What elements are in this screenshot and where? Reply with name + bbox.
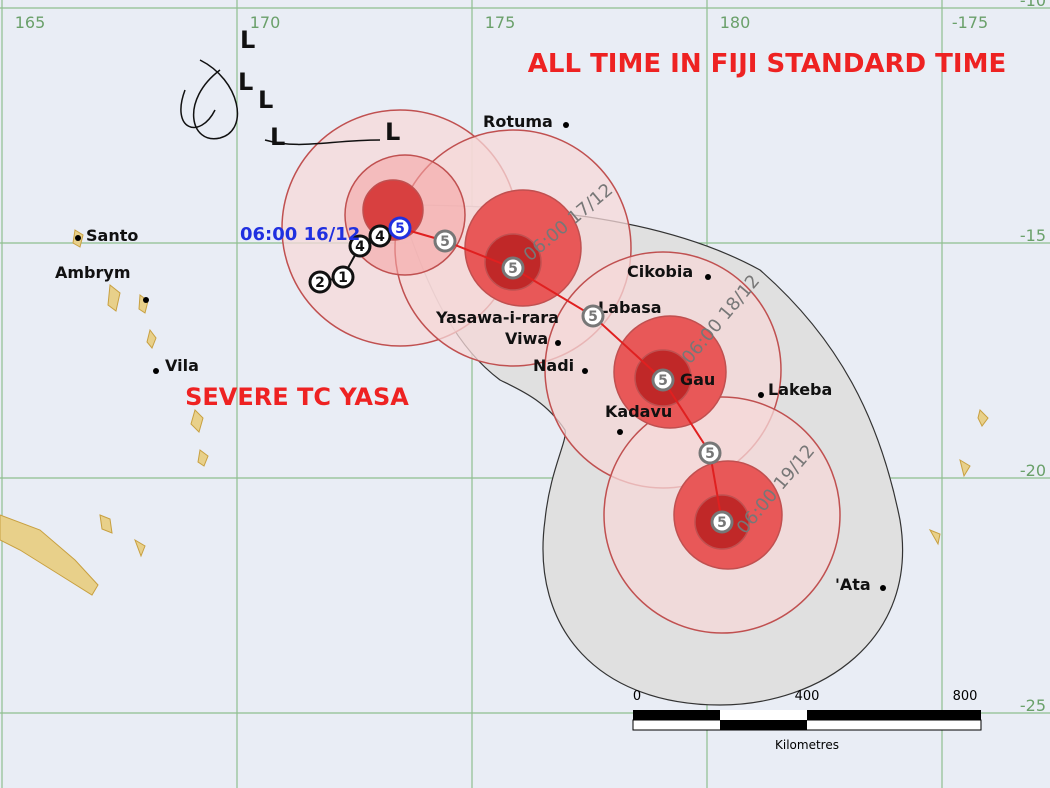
- longitude-label: 170: [250, 13, 281, 32]
- track-marker: [348, 234, 372, 258]
- track-category: 2: [315, 275, 325, 291]
- latitude-label: -20: [1020, 461, 1046, 480]
- low-marker: L: [240, 26, 255, 54]
- forecast-time: 06:00 16/12: [240, 224, 360, 245]
- track-marker: [698, 441, 722, 465]
- track-category: 1: [338, 270, 348, 286]
- track-category: 5: [705, 446, 715, 462]
- place-name: Labasa: [598, 298, 662, 317]
- place-name: Ambrym: [55, 263, 131, 282]
- low-marker: L: [385, 118, 400, 146]
- place-name: Cikobia: [627, 262, 693, 281]
- longitude-label: 165: [15, 13, 46, 32]
- place-name: 'Ata: [835, 575, 871, 594]
- longitude-label: -175: [952, 13, 988, 32]
- place-dot: [880, 585, 886, 591]
- scale-label: 0: [633, 689, 641, 704]
- track-marker: [433, 229, 457, 253]
- track-category: 5: [658, 373, 668, 389]
- scale-bar: [632, 710, 982, 731]
- place-name: Kadavu: [605, 402, 672, 421]
- place-name: Viwa: [505, 329, 548, 348]
- latitude-label: -15: [1020, 226, 1046, 245]
- title: ALL TIME IN FIJI STANDARD TIME: [528, 49, 1006, 79]
- place-dot: [705, 274, 711, 280]
- labels: ALL TIME IN FIJI STANDARD TIME SEVERE TC …: [55, 26, 1006, 752]
- place-dot: [143, 297, 149, 303]
- scale-label: 800: [953, 689, 978, 704]
- track-category: 5: [395, 221, 405, 237]
- track-category: 5: [588, 309, 598, 325]
- place-name: Vila: [165, 356, 199, 375]
- place-dot: [758, 392, 764, 398]
- track-category: 5: [717, 515, 727, 531]
- longitude-label: 180: [720, 13, 751, 32]
- place-name: Gau: [680, 370, 715, 389]
- place-dot: [563, 122, 569, 128]
- track-marker: [331, 265, 355, 289]
- track-category: 4: [355, 239, 365, 255]
- track-category: 5: [508, 261, 518, 277]
- low-track: [180, 59, 381, 146]
- low-marker: L: [238, 68, 253, 96]
- place-name: Lakeba: [768, 380, 832, 399]
- place-dot: [617, 429, 623, 435]
- longitude-label: 175: [485, 13, 516, 32]
- low-marker: L: [270, 123, 285, 151]
- track-marker: [501, 256, 525, 280]
- track-marker: [651, 368, 675, 392]
- low-marker: L: [258, 86, 273, 114]
- track-marker: [581, 304, 605, 328]
- place-dot: [582, 368, 588, 374]
- place-dot: [75, 235, 81, 241]
- place-name: Rotuma: [483, 112, 553, 131]
- track-marker: [388, 216, 412, 240]
- track-marker: [710, 510, 734, 534]
- place-dot: [153, 368, 159, 374]
- place-name: Nadi: [533, 356, 574, 375]
- latitude-label: -25: [1020, 696, 1046, 715]
- place-name: Yasawa-i-rara: [435, 308, 559, 327]
- storm-name: SEVERE TC YASA: [185, 383, 409, 411]
- latitude-label: -10: [1020, 0, 1046, 10]
- track-category: 5: [440, 234, 450, 250]
- scale-label: 400: [795, 689, 820, 704]
- place-dot: [555, 340, 561, 346]
- track-category: 4: [375, 229, 385, 245]
- track-marker: [368, 224, 392, 248]
- scale-unit: Kilometres: [775, 738, 839, 752]
- track-marker: [308, 270, 332, 294]
- place-name: Santo: [86, 226, 138, 245]
